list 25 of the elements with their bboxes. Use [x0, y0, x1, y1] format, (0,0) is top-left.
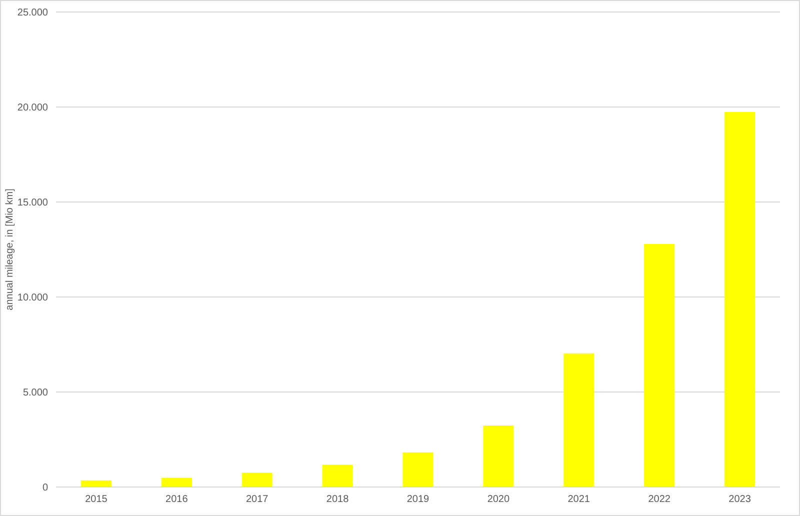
bar — [161, 478, 192, 487]
x-tick-label: 2016 — [166, 494, 188, 506]
y-tick-label: 15.000 — [17, 198, 48, 209]
y-tick-label: 10.000 — [17, 292, 48, 304]
bar — [724, 112, 756, 487]
x-tick-label: 2023 — [728, 494, 752, 506]
x-tick-label: 2019 — [406, 494, 430, 506]
x-tick-label: 2018 — [326, 494, 350, 506]
x-tick-label: 2015 — [85, 494, 108, 506]
y-axis-title: annual mileage, in [Mio km] — [4, 188, 16, 310]
bar — [80, 480, 112, 487]
y-tick-label: 5.000 — [22, 388, 48, 399]
bar — [644, 244, 675, 487]
y-tick-label: 20.000 — [17, 102, 48, 114]
bar — [322, 464, 353, 487]
bar — [242, 472, 272, 487]
x-tick-label: 2021 — [568, 494, 590, 506]
bar — [483, 425, 514, 487]
bar — [564, 353, 594, 487]
x-tick-label: 2017 — [246, 494, 269, 506]
bar — [402, 452, 434, 487]
x-tick-label: 2022 — [648, 494, 671, 506]
x-tick-label: 2020 — [487, 494, 510, 506]
y-tick-label: 0 — [42, 482, 48, 494]
y-tick-label: 25.000 — [17, 8, 48, 19]
